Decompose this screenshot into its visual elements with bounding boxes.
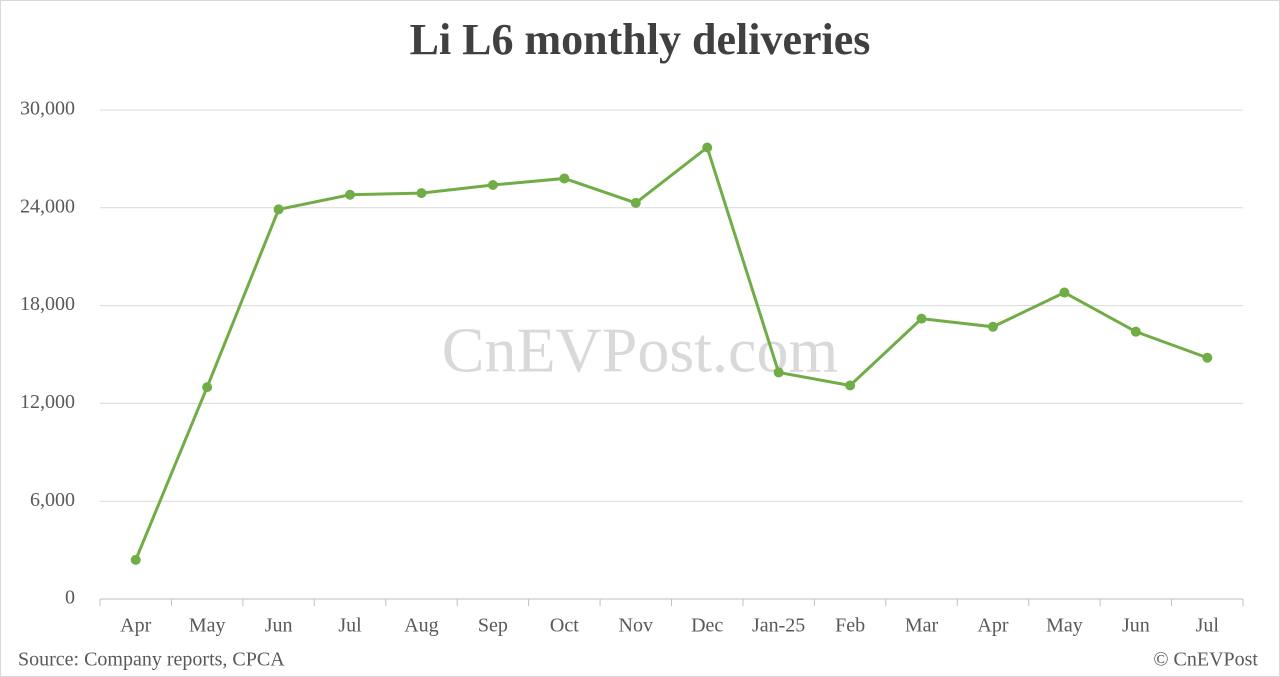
x-tick-label: Jul [338, 615, 362, 637]
x-tick-label: Aug [404, 615, 438, 637]
point [1059, 287, 1070, 298]
x-tick-label: Dec [691, 615, 723, 637]
x-tick-label: Jun [1122, 615, 1150, 637]
point [487, 179, 498, 190]
point [845, 380, 856, 391]
y-tick-label: 18,000 [20, 293, 75, 315]
y-tick-label: 6,000 [30, 489, 75, 511]
point [702, 142, 713, 153]
point [987, 321, 998, 332]
x-tick-label: May [189, 615, 226, 637]
source-note: Source: Company reports, CPCA [18, 649, 285, 671]
point [1130, 326, 1141, 337]
point [202, 382, 213, 393]
x-tick-label: Jul [1196, 615, 1220, 637]
x-tick-label: Jan-25 [752, 615, 805, 637]
point [773, 367, 784, 378]
x-tick-label: Nov [619, 615, 653, 637]
point [559, 173, 570, 184]
line [134, 144, 1208, 561]
x-tick-label: May [1046, 615, 1083, 637]
x-tick-label: Apr [977, 615, 1008, 637]
point [130, 554, 141, 565]
point [630, 197, 641, 208]
x-tick-label: Oct [550, 615, 579, 637]
chart-title: Li L6 monthly deliveries [410, 15, 871, 64]
x-tick-label: Sep [478, 615, 508, 637]
x-tick-label: Feb [835, 615, 865, 637]
point [1202, 352, 1213, 363]
copyright: © CnEVPost [1153, 649, 1258, 671]
x-tick-label: Mar [905, 615, 939, 637]
y-tick-label: 0 [65, 587, 75, 609]
point [345, 189, 356, 200]
y-tick-label: 12,000 [20, 391, 75, 413]
point [273, 204, 284, 215]
y-tick-label: 30,000 [20, 98, 75, 120]
x-tick-label: Apr [120, 615, 151, 637]
point [416, 188, 427, 199]
y-tick-label: 24,000 [20, 195, 75, 217]
point [916, 313, 927, 324]
x-tick-label: Jun [265, 615, 293, 637]
